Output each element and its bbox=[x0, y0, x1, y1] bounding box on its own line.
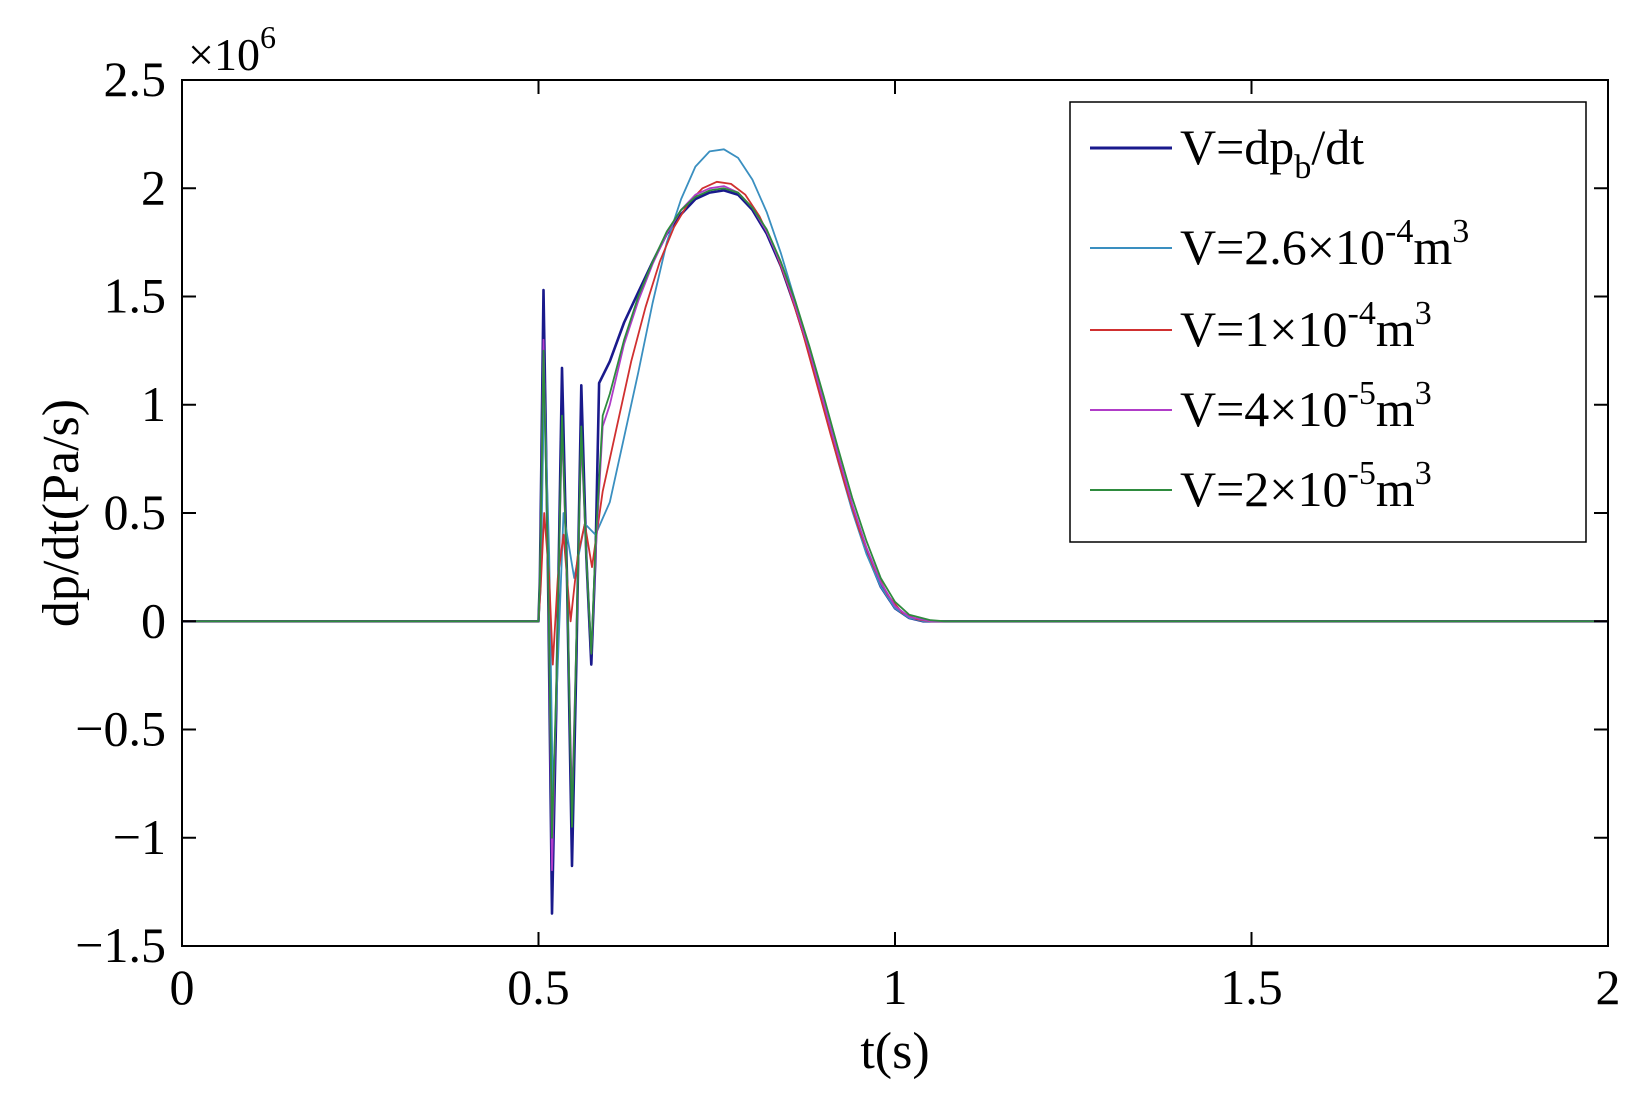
y-tick-label: 1 bbox=[141, 376, 166, 432]
x-axis-label: t(s) bbox=[860, 1023, 929, 1080]
y-multiplier-exp: 6 bbox=[260, 19, 276, 55]
series-line-5 bbox=[182, 187, 1608, 839]
y-tick-label: 1.5 bbox=[104, 268, 167, 324]
legend-box bbox=[1069, 101, 1587, 543]
ticks-layer: 0 0.5 1 1.5 2 −1.5 −1 −0.5 0 0.5 1 1.5 2 2.5 bbox=[75, 51, 1620, 1015]
legend-entry-3: V=1×10-4m3 bbox=[1090, 295, 1432, 357]
x-tick-label: 1.5 bbox=[1220, 959, 1283, 1015]
series-layer bbox=[182, 148, 1608, 915]
y-tick-label: −1 bbox=[113, 809, 166, 865]
legend-entry-5: V=2×10-5m3 bbox=[1090, 455, 1432, 517]
y-multiplier-base: ×10 bbox=[188, 29, 260, 80]
x-tick-label: 2 bbox=[1596, 959, 1621, 1015]
legend-label-3: V=1×10-4m3 bbox=[1180, 295, 1432, 357]
legend-label-5: V=2×10-5m3 bbox=[1180, 455, 1432, 517]
y-tick-label: 0.5 bbox=[104, 484, 167, 540]
x-tick-label: 1 bbox=[883, 959, 908, 1015]
legend-label-4: V=4×10-5m3 bbox=[1180, 375, 1432, 437]
x-tick-label: 0 bbox=[170, 959, 195, 1015]
legend-entry-2: V=2.6×10-4m3 bbox=[1090, 213, 1469, 275]
y-axis-label: dp/dt(Pa/s) bbox=[33, 399, 90, 627]
y-tick-label: 0 bbox=[141, 592, 166, 648]
legend-label-1: V=dpb/dt bbox=[1180, 119, 1364, 186]
y-tick-label: −1.5 bbox=[75, 917, 166, 973]
legend-entry-1: V=dpb/dt bbox=[1090, 119, 1364, 186]
y-multiplier: ×106 bbox=[188, 19, 276, 80]
y-tick-label: 2 bbox=[141, 159, 166, 215]
legend-entry-4: V=4×10-5m3 bbox=[1090, 375, 1432, 437]
legend: V=dpb/dt V=2.6×10-4m3 V=1×10-4m3 V=4×10-5m3… bbox=[1069, 101, 1587, 543]
legend-label-2: V=2.6×10-4m3 bbox=[1180, 213, 1469, 275]
y-tick-label: 2.5 bbox=[104, 51, 167, 107]
x-tick-label: 0.5 bbox=[507, 959, 570, 1015]
y-tick-label: −0.5 bbox=[75, 701, 166, 757]
